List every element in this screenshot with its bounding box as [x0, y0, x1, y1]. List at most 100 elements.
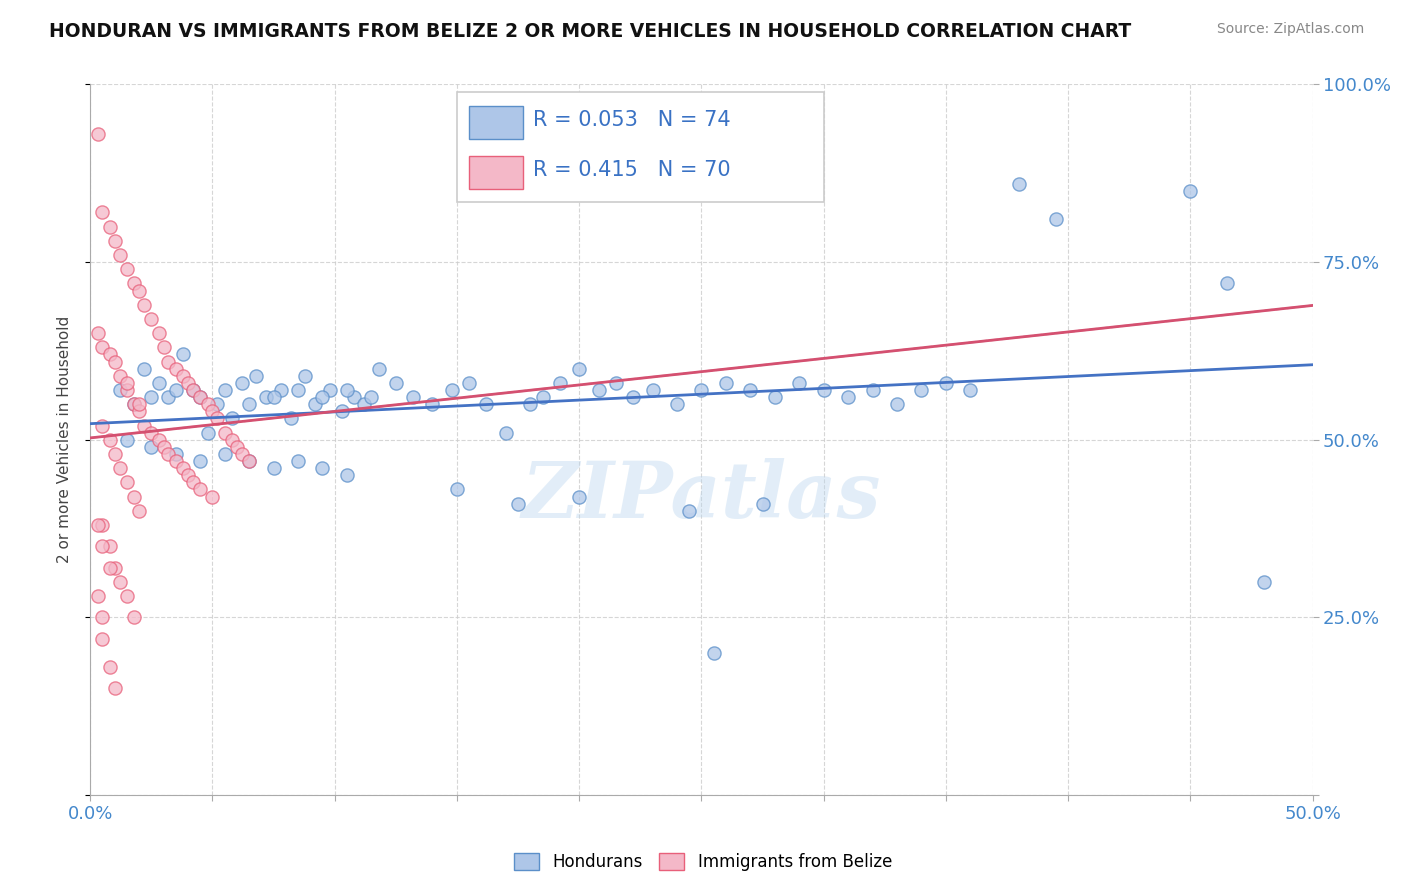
- Point: [132, 298, 155, 312]
- Point: [148, 433, 170, 447]
- Point: [959, 383, 981, 397]
- Point: [172, 347, 194, 361]
- Point: [157, 354, 180, 368]
- Point: [122, 277, 145, 291]
- Point: [714, 376, 737, 390]
- Point: [91, 518, 114, 533]
- Point: [165, 383, 187, 397]
- Point: [172, 461, 194, 475]
- Point: [221, 411, 243, 425]
- Point: [207, 411, 229, 425]
- Point: [157, 390, 180, 404]
- Point: [201, 490, 224, 504]
- Point: [197, 397, 219, 411]
- Point: [568, 490, 591, 504]
- Point: [1008, 177, 1031, 191]
- Text: HONDURAN VS IMMIGRANTS FROM BELIZE 2 OR MORE VEHICLES IN HOUSEHOLD CORRELATION C: HONDURAN VS IMMIGRANTS FROM BELIZE 2 OR …: [49, 22, 1132, 41]
- Point: [568, 361, 591, 376]
- Point: [98, 660, 121, 674]
- Point: [188, 483, 211, 497]
- Point: [104, 234, 127, 248]
- Point: [214, 447, 236, 461]
- Point: [665, 397, 688, 411]
- Point: [181, 383, 204, 397]
- Point: [91, 632, 114, 646]
- Text: R = 0.053   N = 74: R = 0.053 N = 74: [533, 110, 730, 130]
- Point: [343, 390, 366, 404]
- Point: [91, 340, 114, 354]
- Point: [98, 560, 121, 574]
- Text: ZIPatlas: ZIPatlas: [522, 458, 882, 535]
- Point: [115, 383, 138, 397]
- Point: [287, 383, 309, 397]
- Point: [862, 383, 884, 397]
- Point: [157, 447, 180, 461]
- Point: [165, 447, 187, 461]
- Point: [254, 390, 277, 404]
- Point: [475, 397, 498, 411]
- Point: [104, 560, 127, 574]
- Point: [519, 397, 541, 411]
- Point: [506, 497, 529, 511]
- Point: [353, 397, 375, 411]
- Point: [495, 425, 517, 440]
- Point: [141, 425, 163, 440]
- Point: [128, 284, 150, 298]
- Point: [86, 127, 108, 141]
- Point: [360, 390, 382, 404]
- Point: [152, 340, 174, 354]
- Point: [115, 589, 138, 603]
- Point: [115, 262, 138, 277]
- Point: [910, 383, 932, 397]
- Point: [304, 397, 326, 411]
- Point: [703, 646, 725, 660]
- Point: [935, 376, 957, 390]
- Point: [86, 518, 108, 533]
- Point: [115, 433, 138, 447]
- Point: [172, 368, 194, 383]
- Point: [122, 610, 145, 624]
- Point: [91, 539, 114, 553]
- Point: [319, 383, 342, 397]
- Point: [188, 390, 211, 404]
- Point: [108, 574, 131, 589]
- Point: [270, 383, 292, 397]
- Point: [128, 504, 150, 518]
- Point: [91, 205, 114, 219]
- Point: [108, 248, 131, 262]
- Point: [122, 397, 145, 411]
- Point: [238, 397, 260, 411]
- Point: [141, 312, 163, 326]
- Point: [165, 361, 187, 376]
- Point: [588, 383, 610, 397]
- Point: [385, 376, 408, 390]
- FancyBboxPatch shape: [470, 156, 523, 189]
- Point: [787, 376, 810, 390]
- Point: [98, 219, 121, 234]
- Point: [108, 461, 131, 475]
- Point: [886, 397, 908, 411]
- Point: [367, 361, 389, 376]
- Point: [740, 383, 762, 397]
- Point: [108, 368, 131, 383]
- Point: [128, 397, 150, 411]
- Point: [115, 376, 138, 390]
- Point: [165, 454, 187, 468]
- Point: [214, 425, 236, 440]
- Point: [1180, 184, 1202, 198]
- Point: [813, 383, 835, 397]
- FancyBboxPatch shape: [457, 92, 824, 202]
- Point: [98, 539, 121, 553]
- Point: [531, 390, 554, 404]
- Point: [751, 497, 773, 511]
- Point: [422, 397, 444, 411]
- Text: R = 0.415   N = 70: R = 0.415 N = 70: [533, 160, 730, 179]
- Point: [287, 454, 309, 468]
- Point: [446, 483, 468, 497]
- Point: [231, 376, 253, 390]
- Point: [1253, 574, 1275, 589]
- Point: [690, 383, 713, 397]
- Point: [181, 383, 204, 397]
- Point: [214, 383, 236, 397]
- Point: [336, 468, 359, 483]
